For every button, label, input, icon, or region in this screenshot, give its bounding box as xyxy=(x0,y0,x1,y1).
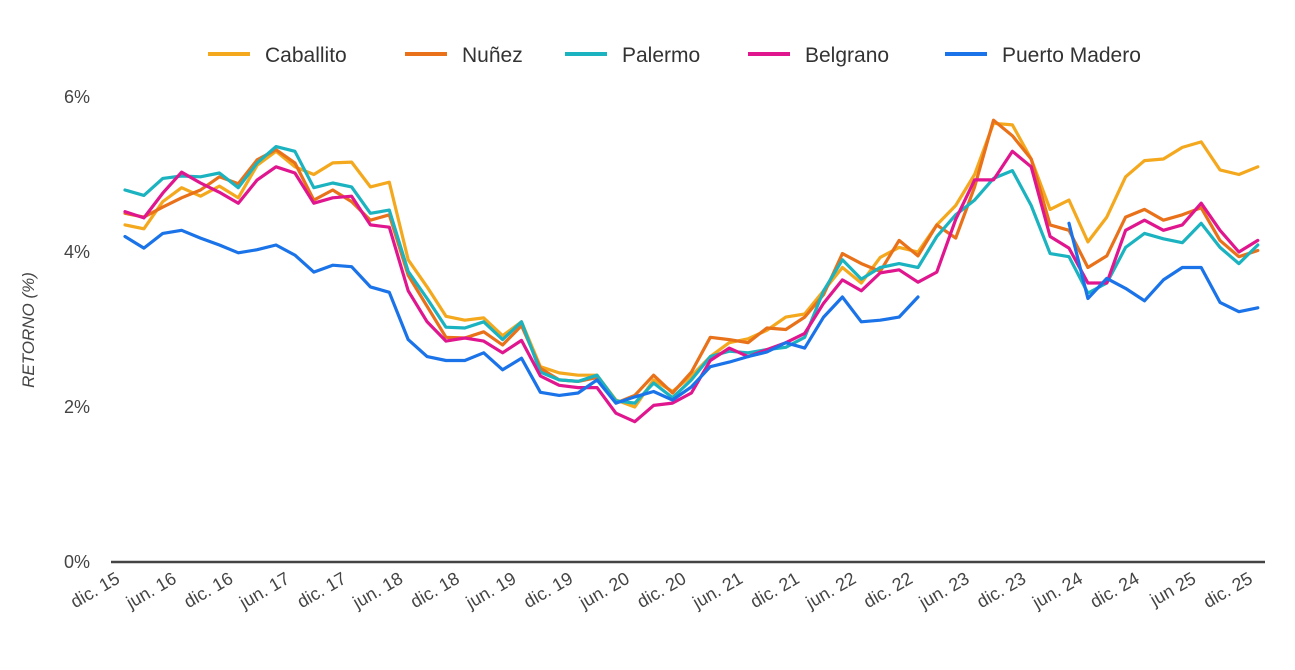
x-tick-label: jun 25 xyxy=(1146,568,1199,610)
legend-item-palermo[interactable]: Palermo xyxy=(565,44,700,67)
x-tick-label: jun. 16 xyxy=(122,568,180,613)
x-tick-label: dic. 18 xyxy=(407,568,463,612)
y-axis-title: RETORNO (%) xyxy=(19,272,38,388)
y-tick-label: 4% xyxy=(64,242,90,262)
series-nuñez xyxy=(125,120,1258,403)
x-tick-label: jun. 23 xyxy=(915,568,973,613)
x-tick-label: jun. 20 xyxy=(575,568,633,613)
x-tick-label: dic. 17 xyxy=(294,568,350,612)
x-tick-label: jun. 17 xyxy=(235,568,293,613)
y-tick-label: 0% xyxy=(64,552,90,572)
y-tick-label: 6% xyxy=(64,87,90,107)
series-palermo xyxy=(125,147,1258,404)
x-tick-label: jun. 19 xyxy=(462,568,520,613)
x-tick-label: dic. 21 xyxy=(747,568,803,612)
x-tick-label: dic. 15 xyxy=(67,568,123,612)
x-tick-label: jun. 18 xyxy=(349,568,407,613)
x-tick-label: dic. 22 xyxy=(860,568,916,612)
legend-label: Nuñez xyxy=(462,44,523,67)
legend-item-caballito[interactable]: Caballito xyxy=(208,44,347,67)
x-tick-label: dic. 19 xyxy=(520,568,576,612)
x-tick-label: dic. 24 xyxy=(1087,568,1143,612)
legend: Caballito Nuñez Palermo Belgrano Puerto Made… xyxy=(208,44,1141,67)
legend-item-puerto-madero[interactable]: Puerto Madero xyxy=(945,44,1141,67)
series-line xyxy=(125,230,918,403)
series-line xyxy=(125,120,1258,403)
series-line xyxy=(1069,223,1258,311)
x-tick-label: dic. 23 xyxy=(973,568,1029,612)
series-lines xyxy=(125,120,1258,422)
legend-label: Caballito xyxy=(265,44,347,67)
legend-item-nuñez[interactable]: Nuñez xyxy=(405,44,523,67)
x-tick-label: dic. 16 xyxy=(180,568,236,612)
x-tick-label: jun. 24 xyxy=(1028,568,1086,613)
y-axis-ticks: 0% 2% 4% 6% xyxy=(64,87,90,572)
x-tick-label: dic. 20 xyxy=(633,568,689,612)
series-line xyxy=(125,147,1258,404)
legend-item-belgrano[interactable]: Belgrano xyxy=(748,44,889,67)
legend-label: Belgrano xyxy=(805,44,889,67)
legend-label: Puerto Madero xyxy=(1002,44,1141,67)
y-tick-label: 2% xyxy=(64,397,90,417)
legend-label: Palermo xyxy=(622,44,700,67)
x-tick-label: jun. 21 xyxy=(688,568,746,613)
x-tick-label: dic. 25 xyxy=(1200,568,1256,612)
x-tick-label: jun. 22 xyxy=(802,568,860,613)
